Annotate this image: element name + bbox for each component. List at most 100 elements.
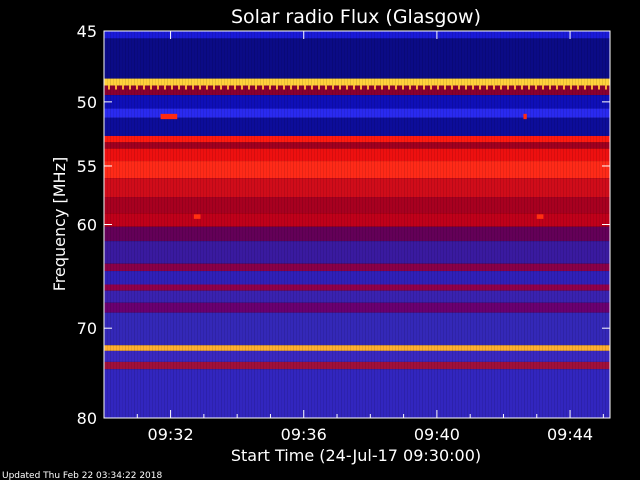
texture-line [506, 31, 507, 418]
texture-line [521, 31, 522, 418]
frequency-band [104, 78, 610, 86]
texture-line [113, 31, 114, 418]
interference-tick [486, 85, 488, 90]
texture-line [290, 31, 291, 418]
texture-line [416, 31, 417, 418]
frequency-band [104, 369, 610, 418]
texture-line [437, 31, 438, 418]
interference-tick [514, 85, 516, 90]
y-tick-label: 60 [77, 216, 97, 235]
interference-tick [339, 85, 341, 90]
frequency-band [104, 284, 610, 291]
texture-line [419, 31, 420, 418]
y-tick-label: 50 [77, 93, 97, 112]
interference-tick [325, 85, 327, 90]
texture-line [311, 31, 312, 418]
texture-line [482, 31, 483, 418]
texture-line [446, 31, 447, 418]
interference-tick [290, 85, 292, 90]
interference-tick [206, 85, 208, 90]
texture-line [134, 31, 135, 418]
interference-tick [234, 85, 236, 90]
texture-line [500, 31, 501, 418]
interference-tick [521, 85, 523, 90]
texture-line [464, 31, 465, 418]
interference-tick [556, 85, 558, 90]
texture-line [560, 31, 561, 418]
x-axis-label: Start Time (24-Jul-17 09:30:00) [231, 446, 481, 465]
interference-tick [528, 85, 530, 90]
y-tick-label: 70 [77, 319, 97, 338]
y-tick-label: 80 [77, 409, 97, 428]
texture-line [218, 31, 219, 418]
texture-line [431, 31, 432, 418]
texture-line [287, 31, 288, 418]
interference-tick [591, 85, 593, 90]
texture-line [269, 31, 270, 418]
texture-line [428, 31, 429, 418]
texture-line [149, 31, 150, 418]
texture-line [374, 31, 375, 418]
texture-line [458, 31, 459, 418]
texture-line [182, 31, 183, 418]
interference-tick [276, 85, 278, 90]
texture-line [215, 31, 216, 418]
interference-tick [388, 85, 390, 90]
texture-line [293, 31, 294, 418]
texture-line [371, 31, 372, 418]
texture-line [467, 31, 468, 418]
texture-line [233, 31, 234, 418]
texture-line [545, 31, 546, 418]
texture-line [449, 31, 450, 418]
texture-line [533, 31, 534, 418]
texture-line [179, 31, 180, 418]
frequency-band [104, 241, 610, 264]
texture-line [392, 31, 393, 418]
texture-line [185, 31, 186, 418]
interference-tick [353, 85, 355, 90]
interference-tick [115, 85, 117, 90]
texture-line [257, 31, 258, 418]
texture-line [425, 31, 426, 418]
frequency-band [104, 108, 610, 118]
interference-tick [605, 85, 607, 90]
texture-line [167, 31, 168, 418]
texture-line [275, 31, 276, 418]
interference-tick [297, 85, 299, 90]
frequency-band [104, 302, 610, 313]
texture-line [491, 31, 492, 418]
texture-line [266, 31, 267, 418]
texture-line [164, 31, 165, 418]
texture-line [353, 31, 354, 418]
interference-tick [122, 85, 124, 90]
frequency-band [104, 350, 610, 362]
texture-line [518, 31, 519, 418]
y-tick-label: 45 [77, 22, 97, 41]
texture-line [125, 31, 126, 418]
texture-line [200, 31, 201, 418]
texture-line [131, 31, 132, 418]
frequency-band [104, 263, 610, 272]
texture-line [281, 31, 282, 418]
texture-line [140, 31, 141, 418]
y-axis: 45 50 55 60 70 80 [77, 22, 610, 428]
texture-line [548, 31, 549, 418]
texture-line [332, 31, 333, 418]
frequency-band [104, 148, 610, 162]
interference-tick [248, 85, 250, 90]
interference-tick [584, 85, 586, 90]
texture-line [581, 31, 582, 418]
texture-line [320, 31, 321, 418]
texture-line [476, 31, 477, 418]
x-axis: 09:32 09:36 09:40 09:44 [103, 31, 604, 444]
y-tick-label: 55 [77, 157, 97, 176]
texture-line [296, 31, 297, 418]
texture-line [191, 31, 192, 418]
interference-tick [409, 85, 411, 90]
texture-line [323, 31, 324, 418]
interference-tick [507, 85, 509, 90]
texture-line [209, 31, 210, 418]
signal-spot [523, 113, 527, 120]
frequency-band [104, 142, 610, 149]
frequency-band [104, 117, 610, 136]
